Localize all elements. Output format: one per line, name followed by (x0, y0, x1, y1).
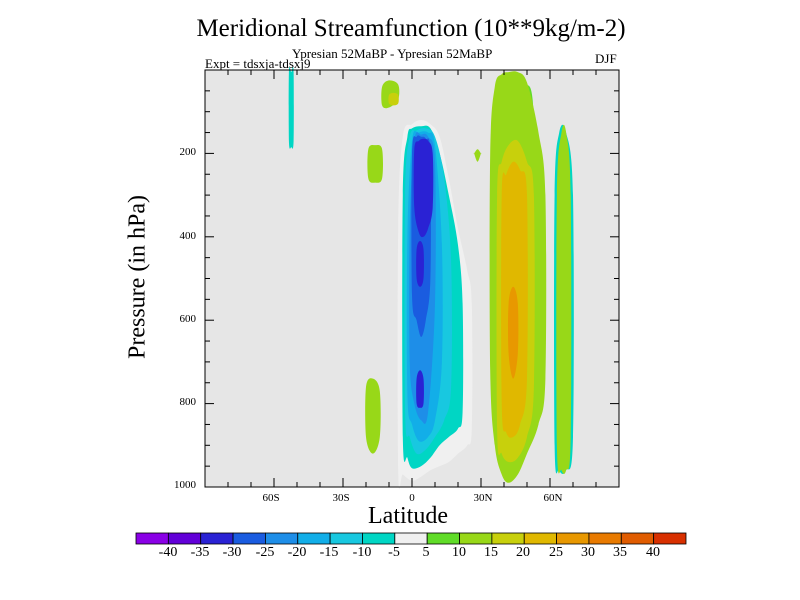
y-tick-label: 600 (179, 313, 197, 325)
colorbar-label: 25 (549, 545, 563, 560)
colorbar-label: -25 (255, 545, 275, 560)
season-label: DJF (595, 51, 617, 66)
y-tick-label: 800 (179, 396, 197, 408)
contour-region (416, 241, 424, 287)
colorbar-swatch (620, 532, 655, 545)
x-axis-title: Latitude (368, 503, 448, 529)
contour-region (388, 92, 399, 106)
colorbar-swatch (362, 532, 396, 545)
colorbar-label: 30 (581, 545, 595, 560)
contour-region (473, 149, 482, 162)
x-tick-label: 30N (473, 492, 493, 504)
colorbar-label: 40 (646, 545, 660, 560)
x-tick-label: 60N (543, 492, 563, 504)
contour-region (288, 66, 294, 149)
contour-region (365, 378, 381, 454)
contour-region (556, 124, 572, 474)
colorbar-swatch (491, 532, 525, 545)
colorbar-swatch (265, 532, 299, 545)
colorbar (135, 532, 687, 545)
x-tick-label: 60S (262, 492, 280, 504)
y-tick-label: 1000 (174, 479, 196, 491)
colorbar-swatch (232, 532, 266, 545)
colorbar-label: 10 (452, 545, 466, 560)
x-tick-label: 0 (409, 492, 415, 504)
colorbar-swatch (523, 532, 557, 545)
experiment-label: Expt = tdsxja-tdsxj9 (205, 56, 311, 71)
colorbar-label: 15 (484, 545, 498, 560)
x-tick-label: 30S (332, 492, 350, 504)
y-tick-label: 400 (179, 230, 197, 242)
axis-ticks (205, 69, 619, 488)
colorbar-swatch (653, 532, 687, 545)
colorbar-label: -40 (158, 545, 178, 560)
y-tick-label: 200 (179, 146, 197, 158)
contour-region (413, 138, 434, 238)
colorbar-label: -35 (190, 545, 210, 560)
colorbar-label: -15 (319, 545, 339, 560)
colorbar-swatch (459, 532, 493, 545)
chart-title: Meridional Streamfunction (10**9kg/m-2) (196, 15, 626, 42)
colorbar-swatch (200, 532, 234, 545)
colorbar-swatch (426, 532, 460, 545)
contour-region (367, 144, 383, 183)
colorbar-label: -20 (287, 545, 307, 560)
chart-subtitle: Ypresian 52MaBP - Ypresian 52MaBP (292, 46, 493, 61)
colorbar-label: 20 (516, 545, 530, 560)
colorbar-label: -10 (352, 545, 372, 560)
contour-region (416, 370, 424, 408)
colorbar-swatch (297, 532, 331, 545)
colorbar-label: 5 (422, 545, 430, 560)
colorbar-label: 35 (613, 545, 627, 560)
contour-regions (288, 66, 574, 490)
colorbar-swatch (135, 532, 169, 545)
colorbar-swatch (556, 532, 590, 545)
colorbar-label: -30 (222, 545, 242, 560)
colorbar-swatch (329, 532, 363, 545)
colorbar-label: -5 (388, 545, 400, 560)
colorbar-swatch (167, 532, 202, 545)
contour-region (508, 286, 519, 379)
colorbar-swatch (588, 532, 622, 545)
colorbar-swatch (394, 532, 428, 545)
